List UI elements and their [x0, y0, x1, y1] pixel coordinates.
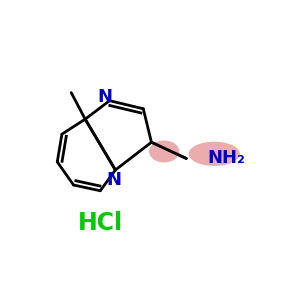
- Text: N: N: [98, 88, 112, 106]
- Text: HCl: HCl: [78, 211, 123, 235]
- Text: N: N: [107, 171, 122, 189]
- Text: NH₂: NH₂: [207, 149, 245, 167]
- Ellipse shape: [149, 140, 179, 163]
- Ellipse shape: [189, 142, 240, 166]
